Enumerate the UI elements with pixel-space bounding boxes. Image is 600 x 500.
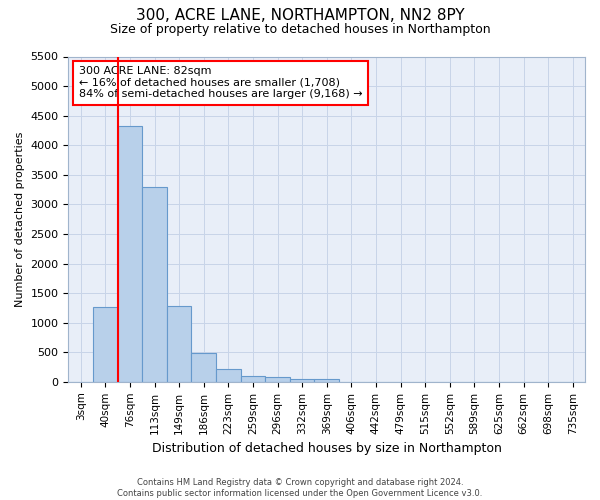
Bar xyxy=(216,370,241,382)
Bar xyxy=(118,126,142,382)
Y-axis label: Number of detached properties: Number of detached properties xyxy=(15,132,25,307)
Text: 300, ACRE LANE, NORTHAMPTON, NN2 8PY: 300, ACRE LANE, NORTHAMPTON, NN2 8PY xyxy=(136,8,464,22)
Bar xyxy=(265,378,290,382)
Bar xyxy=(167,306,191,382)
Bar xyxy=(142,186,167,382)
Bar xyxy=(93,306,118,382)
Bar xyxy=(290,379,314,382)
Text: 300 ACRE LANE: 82sqm
← 16% of detached houses are smaller (1,708)
84% of semi-de: 300 ACRE LANE: 82sqm ← 16% of detached h… xyxy=(79,66,362,100)
X-axis label: Distribution of detached houses by size in Northampton: Distribution of detached houses by size … xyxy=(152,442,502,455)
Bar xyxy=(241,376,265,382)
Text: Contains HM Land Registry data © Crown copyright and database right 2024.
Contai: Contains HM Land Registry data © Crown c… xyxy=(118,478,482,498)
Text: Size of property relative to detached houses in Northampton: Size of property relative to detached ho… xyxy=(110,22,490,36)
Bar xyxy=(314,379,339,382)
Bar xyxy=(191,354,216,382)
